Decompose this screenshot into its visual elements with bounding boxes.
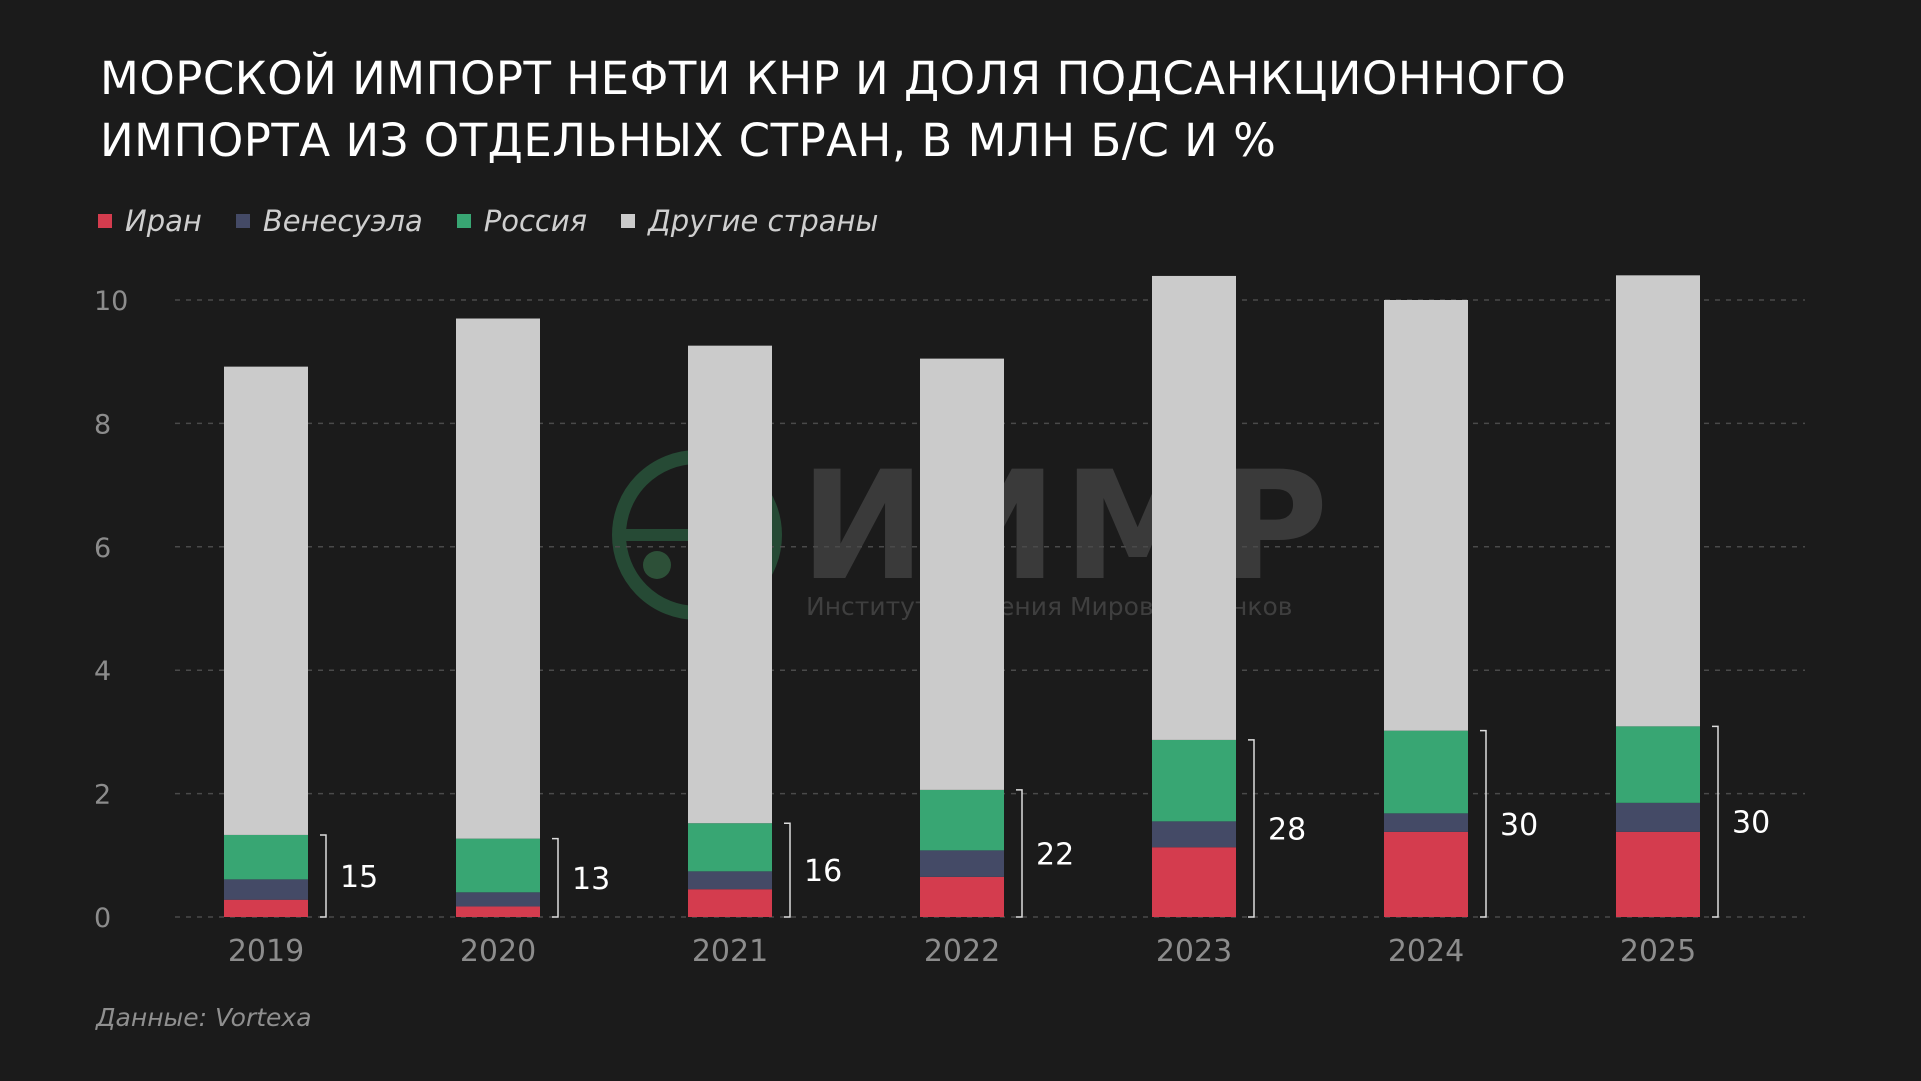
x-tick-label: 2021 xyxy=(692,934,768,969)
bar-segment xyxy=(688,871,772,890)
legend-item-iran: Иран xyxy=(98,204,202,238)
share-bracket xyxy=(320,834,327,918)
share-label: 15 xyxy=(340,860,378,895)
source-note: Данные: Vortexa xyxy=(96,1003,312,1032)
legend-swatch-venezuela xyxy=(235,214,250,228)
x-tick-label: 2024 xyxy=(1388,934,1464,969)
bar-segment xyxy=(224,366,308,835)
share-bracket xyxy=(1016,789,1023,918)
watermark-text: ИИМР xyxy=(800,440,1335,614)
chart-title: Морской импорт нефти КНР и доля подсанкц… xyxy=(100,48,1800,172)
share-bracket xyxy=(1480,729,1487,918)
bar-segment xyxy=(456,892,540,907)
legend-swatch-russia xyxy=(456,214,471,228)
bar-segment xyxy=(688,823,772,872)
bar-segment xyxy=(920,850,1004,877)
share-bracket xyxy=(1248,739,1255,918)
x-tick-label: 2022 xyxy=(924,934,1000,969)
bar-segment xyxy=(1152,739,1236,822)
x-tick-label: 2020 xyxy=(460,934,536,969)
legend-item-others: Другие страны xyxy=(621,204,878,238)
bar-segment xyxy=(456,318,540,839)
bar-segment xyxy=(224,834,308,880)
bar-segment xyxy=(224,899,308,917)
bar-segment xyxy=(920,789,1004,851)
share-label: 16 xyxy=(804,854,842,889)
x-tick-label: 2019 xyxy=(228,934,304,969)
share-label: 13 xyxy=(572,862,610,897)
share-label: 28 xyxy=(1268,812,1306,847)
y-tick-label: 0 xyxy=(94,903,111,934)
legend-swatch-others xyxy=(621,214,636,228)
legend-label-iran: Иран xyxy=(125,204,202,238)
bar-segment xyxy=(456,838,540,893)
bar-segment xyxy=(1616,275,1700,727)
bar-segment xyxy=(688,345,772,824)
legend: Иран Венесуэла Россия Другие страны xyxy=(98,204,912,238)
y-tick-label: 6 xyxy=(94,533,111,564)
share-bracket xyxy=(1712,725,1719,918)
bar-segment xyxy=(1152,275,1236,740)
bar-segment xyxy=(1384,813,1468,832)
bar-segment xyxy=(1384,730,1468,814)
bar-segment xyxy=(1616,802,1700,832)
legend-item-venezuela: Венесуэла xyxy=(235,204,423,238)
share-bracket xyxy=(784,822,791,918)
y-tick-label: 4 xyxy=(94,656,111,687)
bar-segment xyxy=(1384,300,1468,731)
legend-label-others: Другие страны xyxy=(648,204,879,238)
chart-title-line1: Морской импорт нефти КНР и доля подсанкц… xyxy=(100,52,1567,105)
bar-segment xyxy=(1384,831,1468,917)
bar-segment xyxy=(920,358,1004,790)
legend-swatch-iran xyxy=(98,214,112,228)
share-label: 30 xyxy=(1732,806,1770,841)
legend-label-russia: Россия xyxy=(483,204,588,238)
legend-item-russia: Россия xyxy=(456,204,588,238)
share-bracket xyxy=(552,837,559,918)
bar-segment xyxy=(1152,821,1236,848)
y-tick-label: 2 xyxy=(94,780,111,811)
share-label: 30 xyxy=(1500,808,1538,843)
x-tick-label: 2023 xyxy=(1156,934,1232,969)
share-label: 22 xyxy=(1036,837,1074,872)
bar-segment xyxy=(688,889,772,917)
bar-segment xyxy=(920,876,1004,917)
x-tick-label: 2025 xyxy=(1620,934,1696,969)
chart-title-line2: импорта из отдельных стран, в млн б/с и … xyxy=(100,114,1277,167)
bar-segment xyxy=(1616,726,1700,803)
y-tick-label: 8 xyxy=(94,409,111,440)
bar-segment xyxy=(456,906,540,917)
bar-segment xyxy=(1616,831,1700,917)
legend-label-venezuela: Венесуэла xyxy=(262,204,423,238)
y-tick-label: 10 xyxy=(94,286,128,317)
bar-segment xyxy=(224,879,308,900)
bar-segment xyxy=(1152,847,1236,917)
